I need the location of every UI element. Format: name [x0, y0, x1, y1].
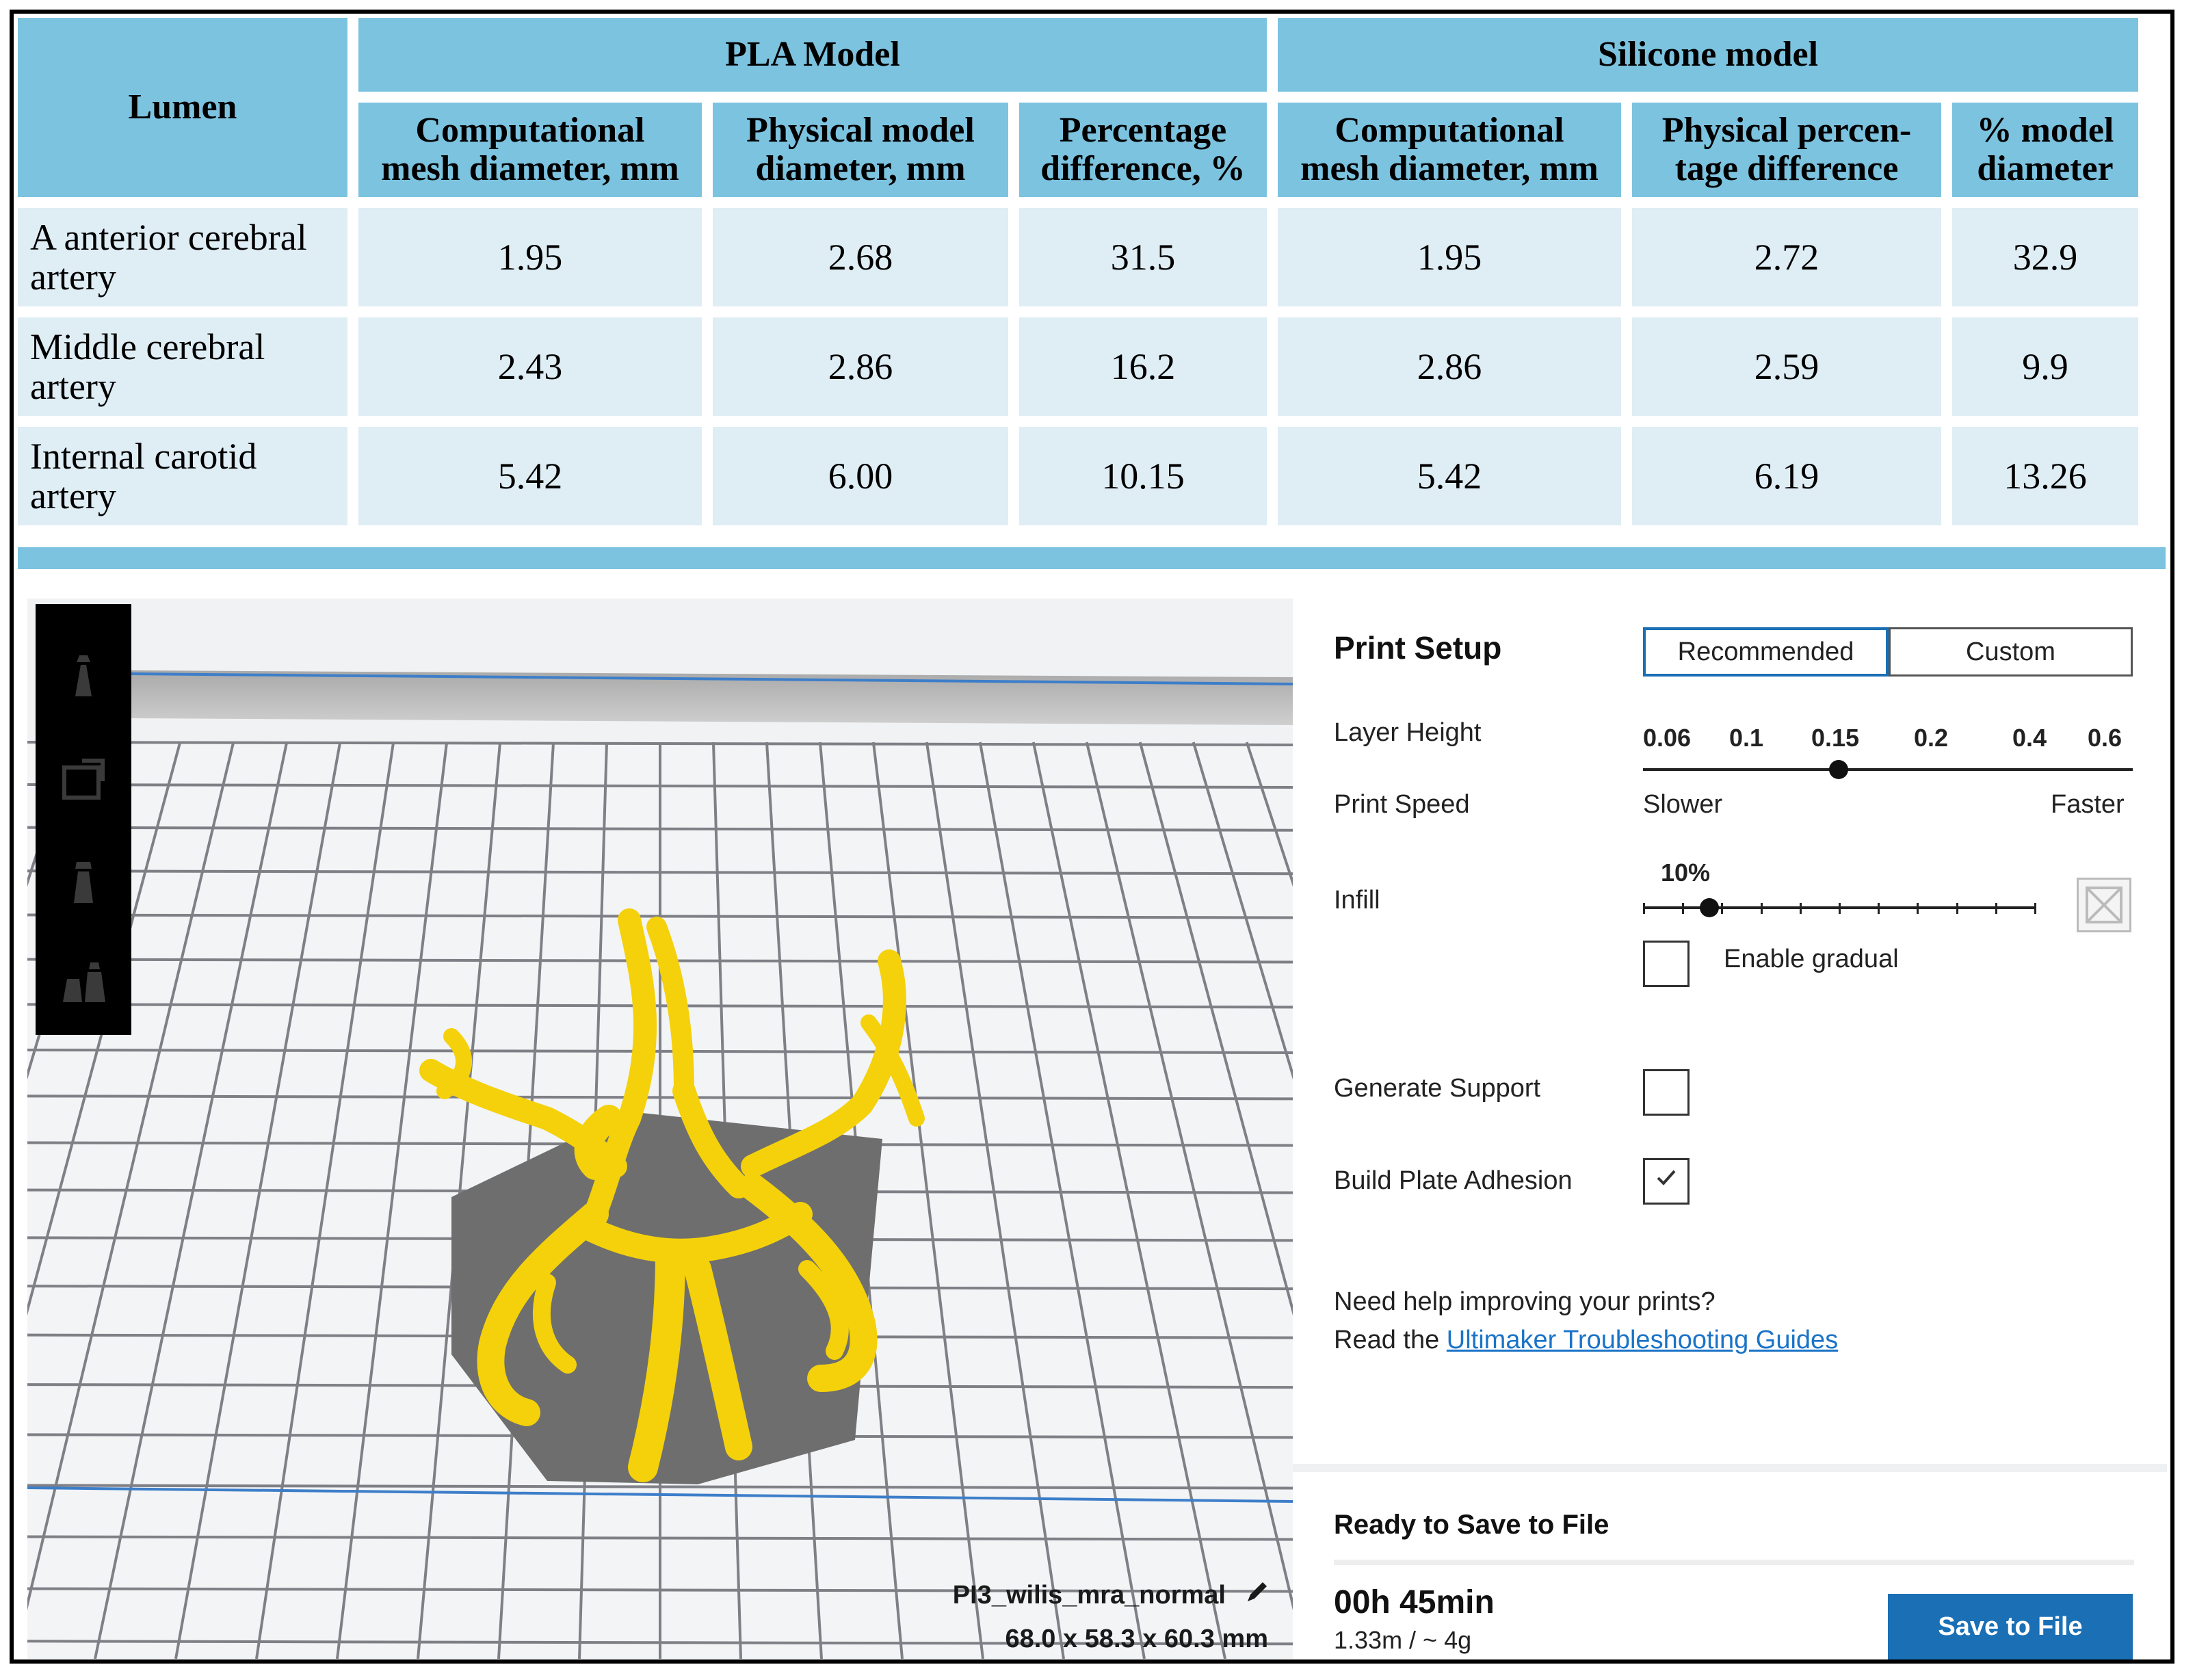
- infill-value: 10%: [1661, 858, 1711, 887]
- col-header: Percentage difference, %: [1019, 103, 1267, 197]
- table-cell: 1.95: [1278, 208, 1621, 306]
- table-cell: 31.5: [1019, 208, 1267, 306]
- model-name: PI3_wilis_mra_normal: [952, 1580, 1226, 1610]
- table-cell: 2.72: [1632, 208, 1941, 306]
- col-header: % model diameter: [1952, 103, 2138, 197]
- layer-height-slider-handle[interactable]: [1829, 760, 1848, 779]
- scale-tool-icon[interactable]: [55, 751, 112, 809]
- build-plate-adhesion-label: Build Plate Adhesion: [1334, 1166, 1573, 1195]
- generate-support-label: Generate Support: [1334, 1074, 1541, 1103]
- layer-tick-label: 0.2: [1914, 724, 1949, 752]
- layer-tick-label: 0.15: [1811, 724, 1860, 752]
- table-cell: 6.00: [713, 427, 1008, 525]
- col-header: Physical percen-tage difference: [1632, 103, 1941, 197]
- mode-toggle: Recommended Custom: [1643, 627, 2133, 677]
- table-cell: 10.15: [1019, 427, 1267, 525]
- infill-label: Infill: [1334, 886, 1380, 915]
- table-cell: 5.42: [1278, 427, 1621, 525]
- pencil-icon[interactable]: [1242, 1577, 1272, 1614]
- enable-gradual-label: Enable gradual: [1724, 945, 1899, 973]
- table-cell: 32.9: [1952, 208, 2138, 306]
- table-row: A anterior cerebral artery 1.95 2.68 31.5…: [18, 208, 2138, 306]
- row-label: A anterior cerebral artery: [18, 208, 347, 306]
- infill-tick: [1643, 903, 1645, 914]
- help-text: Need help improving your prints? Read th…: [1334, 1283, 1838, 1359]
- table-cell: 2.86: [713, 317, 1008, 416]
- generate-support-checkbox[interactable]: [1643, 1069, 1690, 1116]
- move-tool-icon[interactable]: [55, 648, 112, 706]
- infill-tick: [1995, 903, 1997, 914]
- build-plate-viewport[interactable]: PI3_wilis_mra_normal 68.0 x 58.3 x 60.3 …: [27, 599, 1293, 1659]
- tab-recommended[interactable]: Recommended: [1643, 627, 1889, 677]
- circle-of-willis-model[interactable]: [27, 599, 1293, 1659]
- infill-tick: [2034, 903, 2036, 914]
- layer-tick-label: 0.1: [1729, 724, 1764, 752]
- print-time: 00h 45min: [1334, 1584, 1495, 1620]
- infill-tick: [1760, 903, 1763, 914]
- infill-slider-handle[interactable]: [1700, 898, 1720, 917]
- infill-tick: [1878, 903, 1880, 914]
- table-bottom-bar: [18, 547, 2166, 569]
- troubleshooting-guides-link[interactable]: Ultimaker Troubleshooting Guides: [1446, 1326, 1839, 1354]
- speed-slower-label: Slower: [1643, 790, 1723, 819]
- layer-height-slider-track[interactable]: [1643, 768, 2133, 771]
- lumen-header: Lumen: [18, 18, 347, 197]
- table-cell: 2.68: [713, 208, 1008, 306]
- infill-tick: [1682, 903, 1685, 914]
- progress-divider: [1334, 1560, 2134, 1565]
- enable-gradual-checkbox[interactable]: [1643, 941, 1690, 987]
- tool-sidebar: [36, 604, 131, 1035]
- table-cell: 5.42: [358, 427, 702, 525]
- panel-divider: [1293, 1464, 2167, 1472]
- ready-status: Ready to Save to File: [1334, 1510, 1609, 1540]
- infill-tick: [1917, 903, 1919, 914]
- checkmark-icon: [1653, 1164, 1680, 1199]
- col-header: Computational mesh diameter, mm: [1278, 103, 1621, 197]
- infill-tick: [1721, 903, 1724, 914]
- save-to-file-button[interactable]: Save to File: [1888, 1594, 2133, 1659]
- table-row: Internal carotid artery 5.42 6.00 10.15 5…: [18, 427, 2138, 525]
- table-cell: 1.95: [358, 208, 702, 306]
- mirror-tool-icon[interactable]: [55, 953, 112, 1010]
- infill-tick: [1839, 903, 1841, 914]
- print-setup-panel: Print Setup Recommended Custom Layer Hei…: [1293, 599, 2167, 1659]
- silicone-group-header: Silicone model: [1278, 18, 2138, 92]
- speed-faster-label: Faster: [2051, 790, 2125, 819]
- table-cell: 13.26: [1952, 427, 2138, 525]
- help-line-1: Need help improving your prints?: [1334, 1287, 1716, 1316]
- build-plate-adhesion-checkbox[interactable]: [1643, 1158, 1690, 1205]
- layer-tick-label: 0.6: [2088, 724, 2122, 752]
- layer-height-label: Layer Height: [1334, 718, 1482, 747]
- rotate-tool-icon[interactable]: [55, 854, 112, 911]
- model-dimensions: 68.0 x 58.3 x 60.3 mm: [1005, 1625, 1268, 1653]
- help-line-2-prefix: Read the: [1334, 1326, 1440, 1354]
- row-label: Internal carotid artery: [18, 427, 347, 525]
- print-speed-label: Print Speed: [1334, 790, 1470, 819]
- results-table: Lumen PLA Model Silicone model Computati…: [7, 7, 2149, 536]
- print-setup-title: Print Setup: [1334, 630, 1502, 666]
- infill-pattern-icon: [2077, 878, 2131, 932]
- infill-tick: [1956, 903, 1958, 914]
- row-label: Middle cerebral artery: [18, 317, 347, 416]
- layer-tick-label: 0.06: [1643, 724, 1692, 752]
- table-cell: 2.86: [1278, 317, 1621, 416]
- table-cell: 16.2: [1019, 317, 1267, 416]
- col-header: Physical model diameter, mm: [713, 103, 1008, 197]
- tab-custom[interactable]: Custom: [1889, 629, 2131, 674]
- table-cell: 2.43: [358, 317, 702, 416]
- table-cell: 2.59: [1632, 317, 1941, 416]
- col-header: Computational mesh diameter, mm: [358, 103, 702, 197]
- table-cell: 9.9: [1952, 317, 2138, 416]
- table-row: Middle cerebral artery 2.43 2.86 16.2 2.8…: [18, 317, 2138, 416]
- material-usage: 1.33m / ~ 4g: [1334, 1626, 1472, 1654]
- table-cell: 6.19: [1632, 427, 1941, 525]
- pla-group-header: PLA Model: [358, 18, 1267, 92]
- layer-tick-label: 0.4: [2012, 724, 2047, 752]
- infill-tick: [1799, 903, 1802, 914]
- model-name-row: PI3_wilis_mra_normal: [953, 1577, 1272, 1614]
